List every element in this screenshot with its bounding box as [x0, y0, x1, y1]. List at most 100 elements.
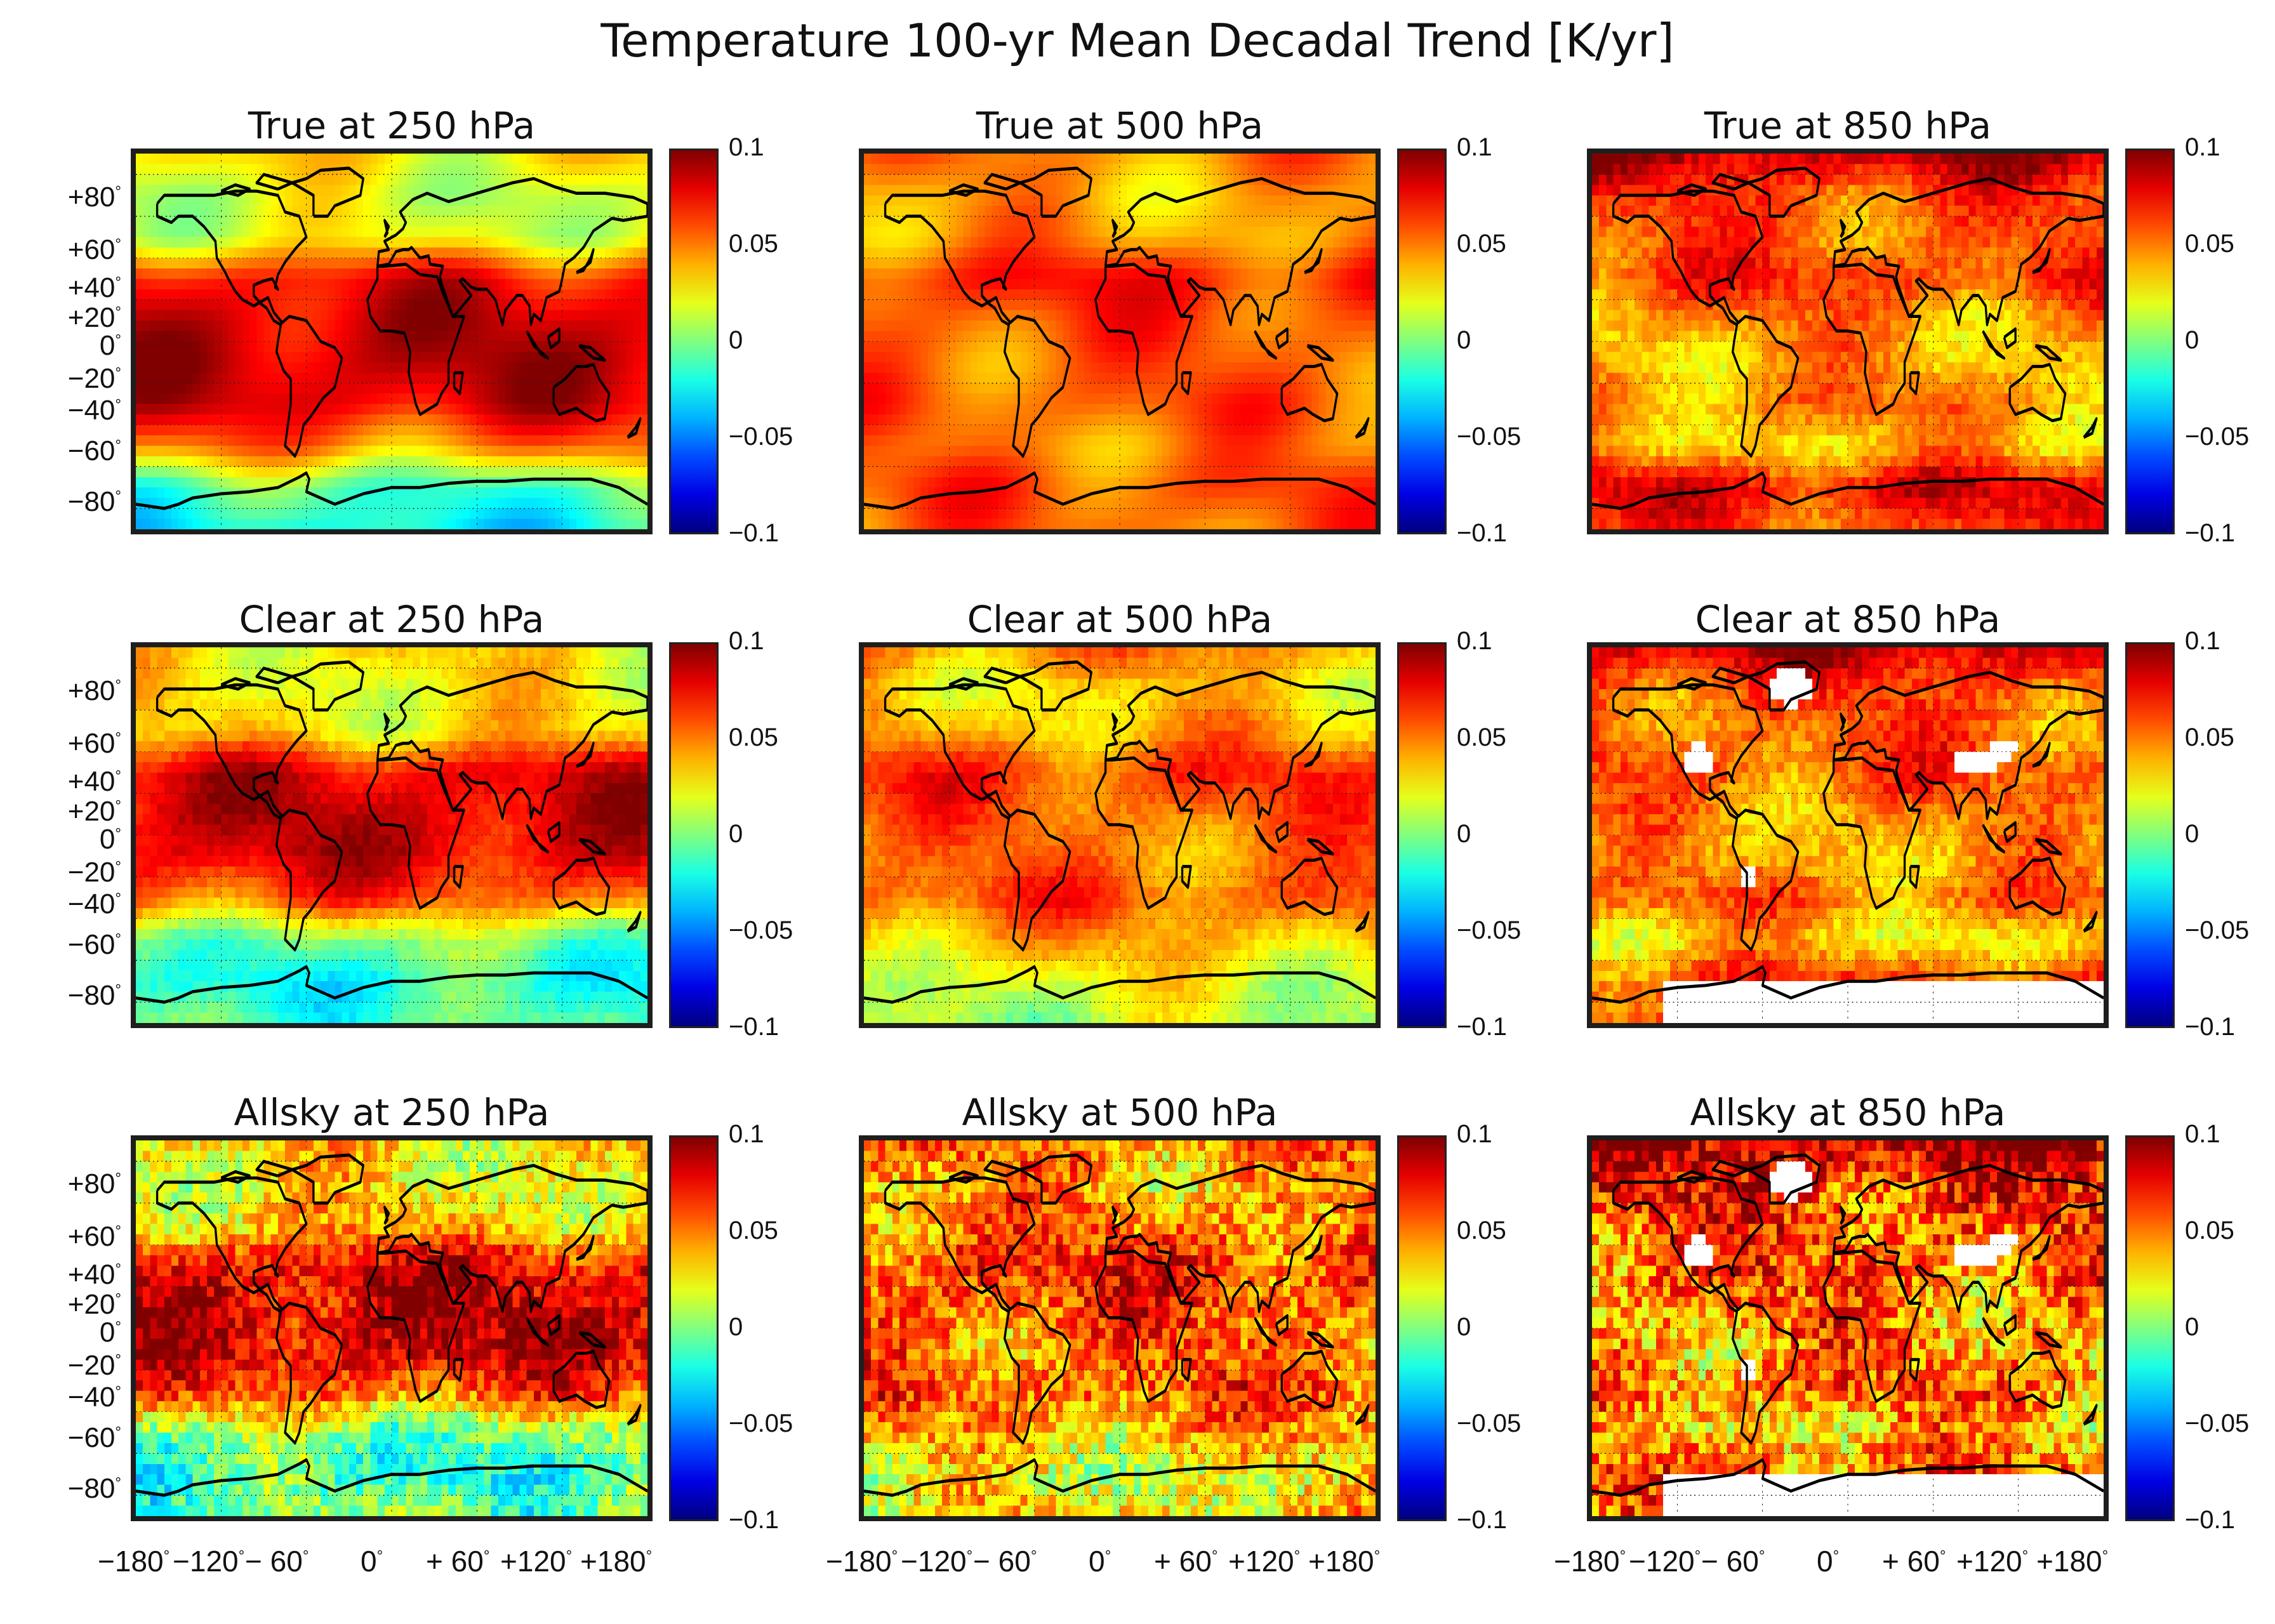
- heatmap-cell: [998, 373, 1007, 383]
- heatmap-cell: [299, 352, 307, 363]
- heatmap-cell: [1318, 466, 1326, 477]
- heatmap-cell: [277, 185, 286, 195]
- heatmap-cell: [1134, 248, 1141, 258]
- heatmap-cell: [1020, 268, 1028, 279]
- heatmap-cell: [1056, 237, 1063, 248]
- heatmap-cell: [206, 227, 215, 237]
- heatmap-cell: [1340, 154, 1348, 164]
- heatmap-cell: [164, 393, 172, 404]
- heatmap-cell: [1063, 289, 1070, 300]
- heatmap-cell: [1120, 279, 1127, 289]
- heatmap-cell: [505, 248, 513, 258]
- heatmap-cell: [392, 310, 399, 321]
- heatmap-cell: [498, 362, 506, 373]
- heatmap-cell: [335, 435, 342, 446]
- heatmap-cell: [228, 268, 235, 279]
- heatmap-cell: [1127, 362, 1134, 373]
- heatmap-cell: [1233, 237, 1241, 248]
- heatmap-cell: [377, 331, 385, 342]
- heatmap-cell: [399, 289, 406, 300]
- heatmap-cell: [178, 425, 186, 436]
- heatmap-cell: [434, 435, 442, 446]
- heatmap-cell: [619, 383, 627, 394]
- heatmap-cell: [1361, 289, 1369, 300]
- heatmap-cell: [942, 320, 950, 331]
- heatmap-cell: [1368, 352, 1376, 363]
- heatmap-cell: [1120, 174, 1127, 185]
- heatmap-cell: [1134, 446, 1141, 457]
- heatmap-cell: [885, 331, 892, 342]
- heatmap-cell: [434, 487, 442, 498]
- heatmap-cell: [348, 258, 357, 269]
- heatmap-cell: [1183, 435, 1191, 446]
- heatmap-cell: [1127, 154, 1134, 164]
- heatmap-cell: [512, 352, 520, 363]
- heatmap-cell: [1027, 300, 1035, 310]
- heatmap-cell: [913, 320, 921, 331]
- heatmap-cell: [441, 310, 449, 321]
- heatmap-cell: [448, 341, 456, 352]
- heatmap-cell: [906, 404, 914, 415]
- heatmap-cell: [533, 352, 541, 363]
- heatmap-cell: [1134, 310, 1141, 321]
- heatmap-cell: [498, 393, 506, 404]
- heatmap-cell: [277, 477, 286, 488]
- heatmap-cell: [1049, 310, 1056, 321]
- heatmap-cell: [363, 154, 371, 164]
- heatmap-cell: [434, 466, 442, 477]
- heatmap-cell: [206, 185, 215, 195]
- heatmap-cell: [533, 508, 541, 519]
- heatmap-cell: [998, 258, 1007, 269]
- heatmap-cell: [1112, 435, 1120, 446]
- heatmap-cell: [1112, 320, 1120, 331]
- heatmap-cell: [512, 154, 520, 164]
- heatmap-cell: [448, 425, 456, 436]
- heatmap-cell: [1141, 154, 1148, 164]
- heatmap-cell: [491, 310, 499, 321]
- heatmap-cell: [214, 195, 222, 206]
- heatmap-cell: [299, 466, 307, 477]
- heatmap-cell: [384, 373, 392, 383]
- heatmap-cell: [413, 154, 420, 164]
- heatmap-cell: [505, 393, 513, 404]
- heatmap-cell: [562, 195, 569, 206]
- heatmap-cell: [597, 300, 605, 310]
- heatmap-cell: [199, 320, 208, 331]
- heatmap-cell: [484, 466, 491, 477]
- heatmap-cell: [462, 393, 470, 404]
- heatmap-cell: [1205, 331, 1212, 342]
- heatmap-cell: [413, 227, 420, 237]
- heatmap-cell: [864, 268, 872, 279]
- heatmap-cell: [157, 373, 164, 383]
- heatmap-cell: [1077, 352, 1085, 363]
- heatmap-cell: [228, 174, 235, 185]
- heatmap-cell: [1155, 310, 1163, 321]
- heatmap-cell: [356, 404, 364, 415]
- heatmap-cell: [913, 341, 921, 352]
- heatmap-cell: [1190, 331, 1198, 342]
- heatmap-cell: [1070, 425, 1077, 436]
- heatmap-cell: [441, 227, 449, 237]
- heatmap-cell: [640, 206, 647, 216]
- heatmap-cell: [871, 373, 879, 383]
- heatmap-cell: [1013, 237, 1021, 248]
- heatmap-cell: [1134, 258, 1141, 269]
- heatmap-cell: [1041, 206, 1049, 216]
- heatmap-cell: [263, 206, 271, 216]
- heatmap-cell: [1148, 227, 1156, 237]
- heatmap-cell: [455, 498, 463, 509]
- heatmap-cell: [1290, 227, 1297, 237]
- heatmap-cell: [399, 248, 406, 258]
- heatmap-cell: [640, 352, 647, 363]
- heatmap-cell: [491, 446, 499, 457]
- heatmap-cell: [1254, 383, 1263, 394]
- heatmap-cell: [541, 310, 548, 321]
- heatmap-cell: [136, 404, 143, 415]
- heatmap-cell: [1070, 341, 1077, 352]
- heatmap-cell: [1063, 227, 1070, 237]
- heatmap-cell: [1034, 362, 1042, 373]
- heatmap-cell: [498, 216, 506, 227]
- heatmap-cell: [399, 373, 406, 383]
- heatmap-cell: [399, 446, 406, 457]
- heatmap-cell: [1233, 435, 1241, 446]
